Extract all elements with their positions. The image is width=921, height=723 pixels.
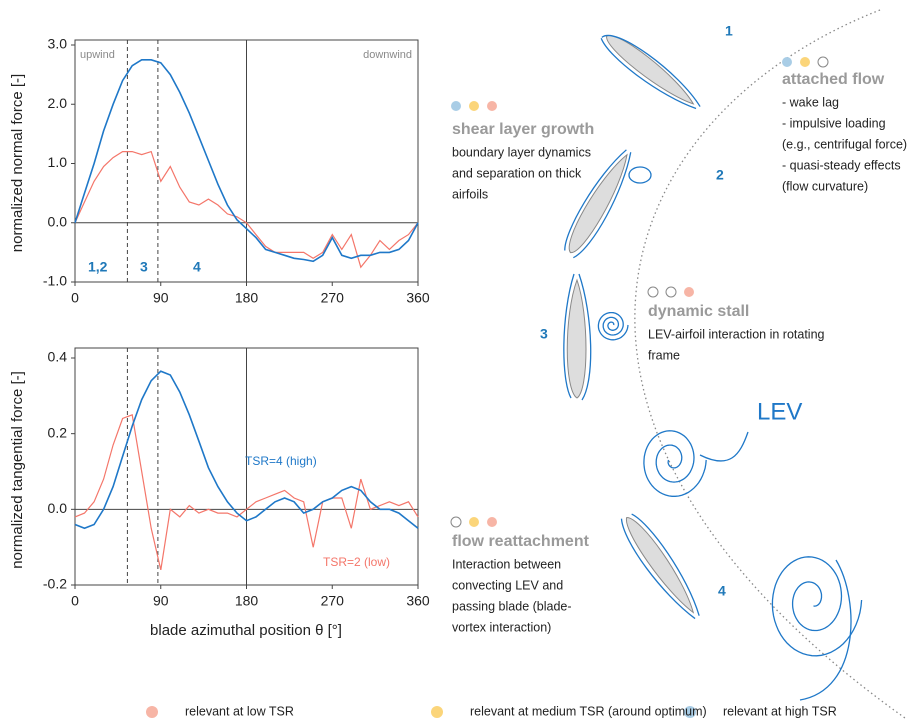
page: {"chart_data": [ {"type": "line", "y_lab… bbox=[0, 0, 921, 723]
phenomenon-title: shear layer growth bbox=[452, 121, 594, 138]
phenomenon-text: LEV-airfoil interaction in rotating bbox=[648, 327, 825, 341]
lev-label: LEV bbox=[757, 398, 802, 425]
vortex-tail bbox=[800, 560, 851, 700]
y-tick-label: 3.0 bbox=[48, 36, 68, 52]
y-axis-label: normalized tangential force [-] bbox=[9, 371, 26, 569]
phenomenon-text: (e.g., centrifugal force) bbox=[782, 137, 907, 151]
legend-label: relevant at high TSR bbox=[723, 704, 837, 718]
position-label: 1 bbox=[725, 23, 733, 39]
phenomenon-text: frame bbox=[648, 348, 680, 362]
phenomenon-text: - quasi-steady effects bbox=[782, 158, 901, 172]
vortex bbox=[629, 167, 651, 183]
annotation: downwind bbox=[363, 49, 412, 61]
x-tick-label: 180 bbox=[235, 593, 259, 609]
x-tick-label: 0 bbox=[71, 593, 79, 609]
series-label: TSR=4 (high) bbox=[245, 454, 317, 468]
phenomenon-text: passing blade (blade- bbox=[452, 599, 572, 613]
y-tick-label: 2.0 bbox=[48, 95, 68, 111]
chart: -0.2 0.0 0.2 0.4 0 90 180 270 360 normalized tang… bbox=[9, 348, 430, 609]
x-tick-label: 90 bbox=[153, 290, 169, 306]
position-label: 4 bbox=[718, 583, 726, 599]
series-label: TSR=2 (low) bbox=[323, 555, 390, 569]
phenomenon-text: airfoils bbox=[452, 187, 488, 201]
airfoil bbox=[597, 25, 706, 117]
x-tick-label: 0 bbox=[71, 290, 79, 306]
phenomenon-title: attached flow bbox=[782, 71, 885, 88]
x-tick-label: 90 bbox=[153, 593, 169, 609]
chart: -1.0 0.0 1.0 2.0 3.0 0 90 180 270 360 normalized n… bbox=[9, 36, 430, 306]
x-axis-label: blade azimuthal position θ [°] bbox=[150, 622, 342, 639]
phenomenon-text: vortex interaction) bbox=[452, 620, 551, 634]
position-label: 3 bbox=[540, 326, 548, 342]
y-tick-label: 0.2 bbox=[48, 424, 68, 440]
x-tick-label: 360 bbox=[406, 593, 430, 609]
legend-label: relevant at medium TSR (around optimum) bbox=[470, 704, 707, 718]
y-tick-label: 0.0 bbox=[48, 500, 68, 516]
airfoil bbox=[564, 274, 591, 400]
x-tick-label: 180 bbox=[235, 290, 259, 306]
phenomenon-text: Interaction between bbox=[452, 557, 561, 571]
position-label: 2 bbox=[716, 167, 724, 183]
x-tick-label: 360 bbox=[406, 290, 430, 306]
y-axis-label: normalized normal force [-] bbox=[9, 74, 26, 252]
phenomenon-text: boundary layer dynamics bbox=[452, 145, 591, 159]
phenomenon-title: flow reattachment bbox=[452, 533, 590, 550]
annotation: 1,2 bbox=[88, 259, 108, 275]
y-tick-label: -1.0 bbox=[43, 273, 67, 289]
y-tick-label: 0.4 bbox=[48, 349, 68, 365]
x-tick-label: 270 bbox=[321, 290, 345, 306]
y-tick-label: 1.0 bbox=[48, 154, 68, 170]
phenomenon-text: and separation on thick bbox=[452, 166, 582, 180]
airfoil bbox=[558, 145, 641, 262]
vortex bbox=[644, 431, 706, 497]
figure: upwind downwind 1,2 3 4 blade azimuthal … bbox=[0, 0, 921, 723]
annotation: 3 bbox=[140, 259, 148, 275]
annotation: upwind bbox=[80, 49, 115, 61]
phenomenon-text: (flow curvature) bbox=[782, 179, 868, 193]
airfoil bbox=[615, 508, 708, 625]
vortex bbox=[772, 557, 861, 656]
phenomenon-text: - impulsive loading bbox=[782, 116, 886, 130]
legend-label: relevant at low TSR bbox=[185, 704, 294, 718]
phenomenon-text: convecting LEV and bbox=[452, 578, 563, 592]
vortex bbox=[598, 313, 628, 340]
annotation: 4 bbox=[193, 259, 201, 275]
phenomenon-title: dynamic stall bbox=[648, 303, 749, 320]
x-tick-label: 270 bbox=[321, 593, 345, 609]
y-tick-label: -0.2 bbox=[43, 576, 67, 592]
y-tick-label: 0.0 bbox=[48, 213, 68, 229]
lev-pointer bbox=[700, 432, 748, 461]
phenomenon-text: - wake lag bbox=[782, 95, 839, 109]
